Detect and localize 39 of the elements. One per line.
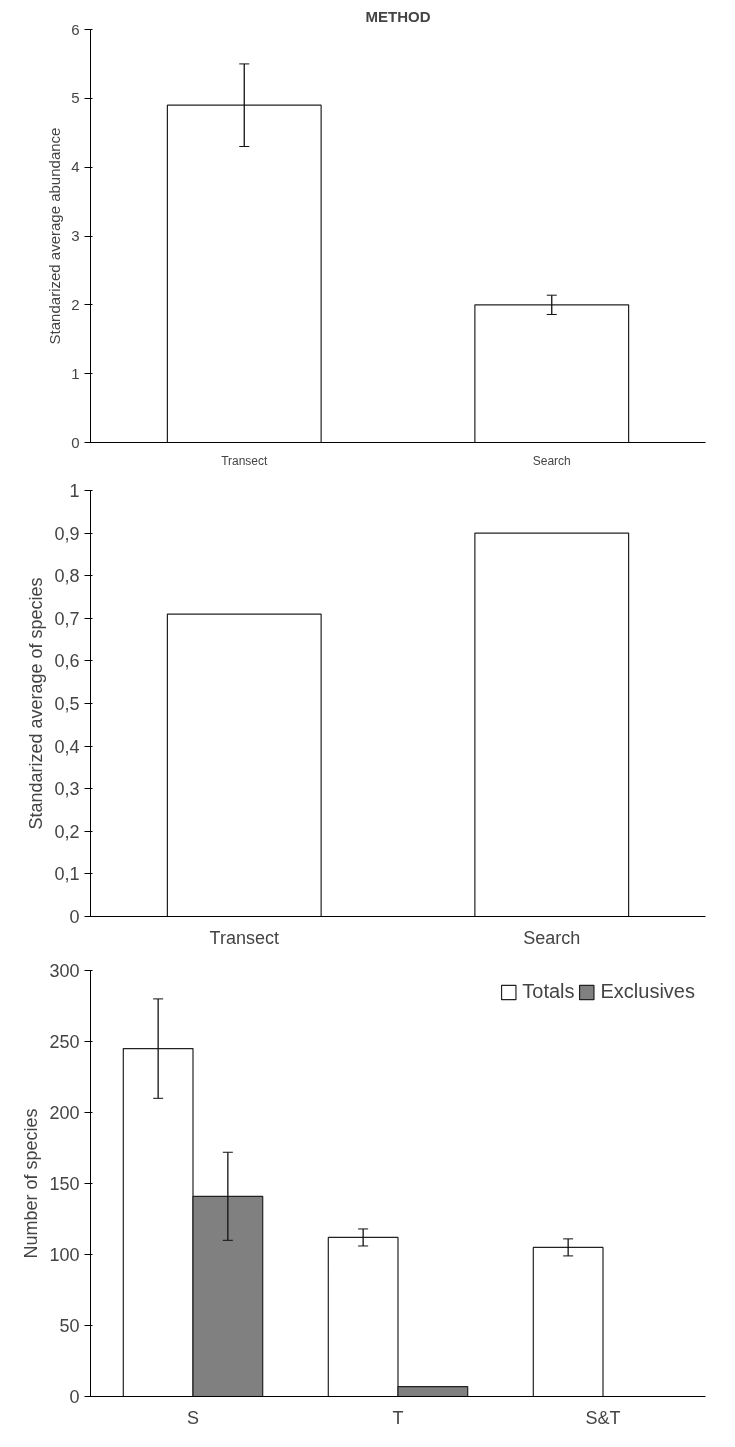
y-tick-label: 0,4 (54, 736, 80, 757)
x-tick-label: T (392, 1407, 404, 1428)
y-tick-label: 0 (69, 907, 80, 927)
y-tick-label: 1 (69, 481, 80, 501)
y-tick-label: 3 (71, 227, 80, 244)
y-axis-title: Standarized average of species (26, 577, 47, 830)
y-tick-label: 0 (69, 1387, 80, 1407)
y-tick-label: 100 (49, 1245, 80, 1265)
x-tick-label: S (187, 1407, 200, 1428)
y-tick-label: 0,8 (54, 566, 80, 587)
y-tick-label: 1 (71, 364, 80, 382)
y-tick-label: 6 (71, 20, 80, 38)
chart-title: METHOD (365, 7, 431, 25)
y-tick-label: 150 (49, 1174, 80, 1194)
y-axis-title: Standarized average abundance (46, 127, 64, 345)
y-tick-label: 0,5 (54, 694, 80, 714)
y-tick-label: 0,2 (54, 821, 80, 842)
legend-label: Totals (522, 980, 575, 1003)
legend-label: Exclusives (600, 980, 695, 1003)
y-tick-label: 0,9 (54, 523, 80, 544)
x-tick-label: S&T (585, 1407, 621, 1428)
y-tick-label: 5 (71, 89, 80, 107)
y-tick-label: 50 (59, 1316, 80, 1336)
y-tick-label: 0,3 (54, 779, 80, 800)
y-tick-label: 200 (49, 1103, 80, 1123)
y-tick-label: 0,6 (54, 651, 80, 672)
x-tick-label: Search (532, 453, 571, 468)
bar (532, 1246, 604, 1397)
y-tick-label: 0,7 (54, 608, 80, 629)
y-tick-label: 250 (49, 1032, 80, 1052)
y-tick-label: 300 (49, 961, 80, 981)
y-tick-label: 4 (71, 158, 80, 176)
x-tick-label: Search (523, 927, 581, 948)
y-tick-label: 0 (71, 433, 80, 451)
y-tick-label: 0,1 (54, 864, 80, 885)
x-tick-label: Transect (221, 453, 269, 468)
x-tick-label: Transect (209, 927, 279, 948)
y-axis-title: Number of species (21, 1108, 42, 1259)
y-tick-label: 2 (71, 295, 80, 313)
